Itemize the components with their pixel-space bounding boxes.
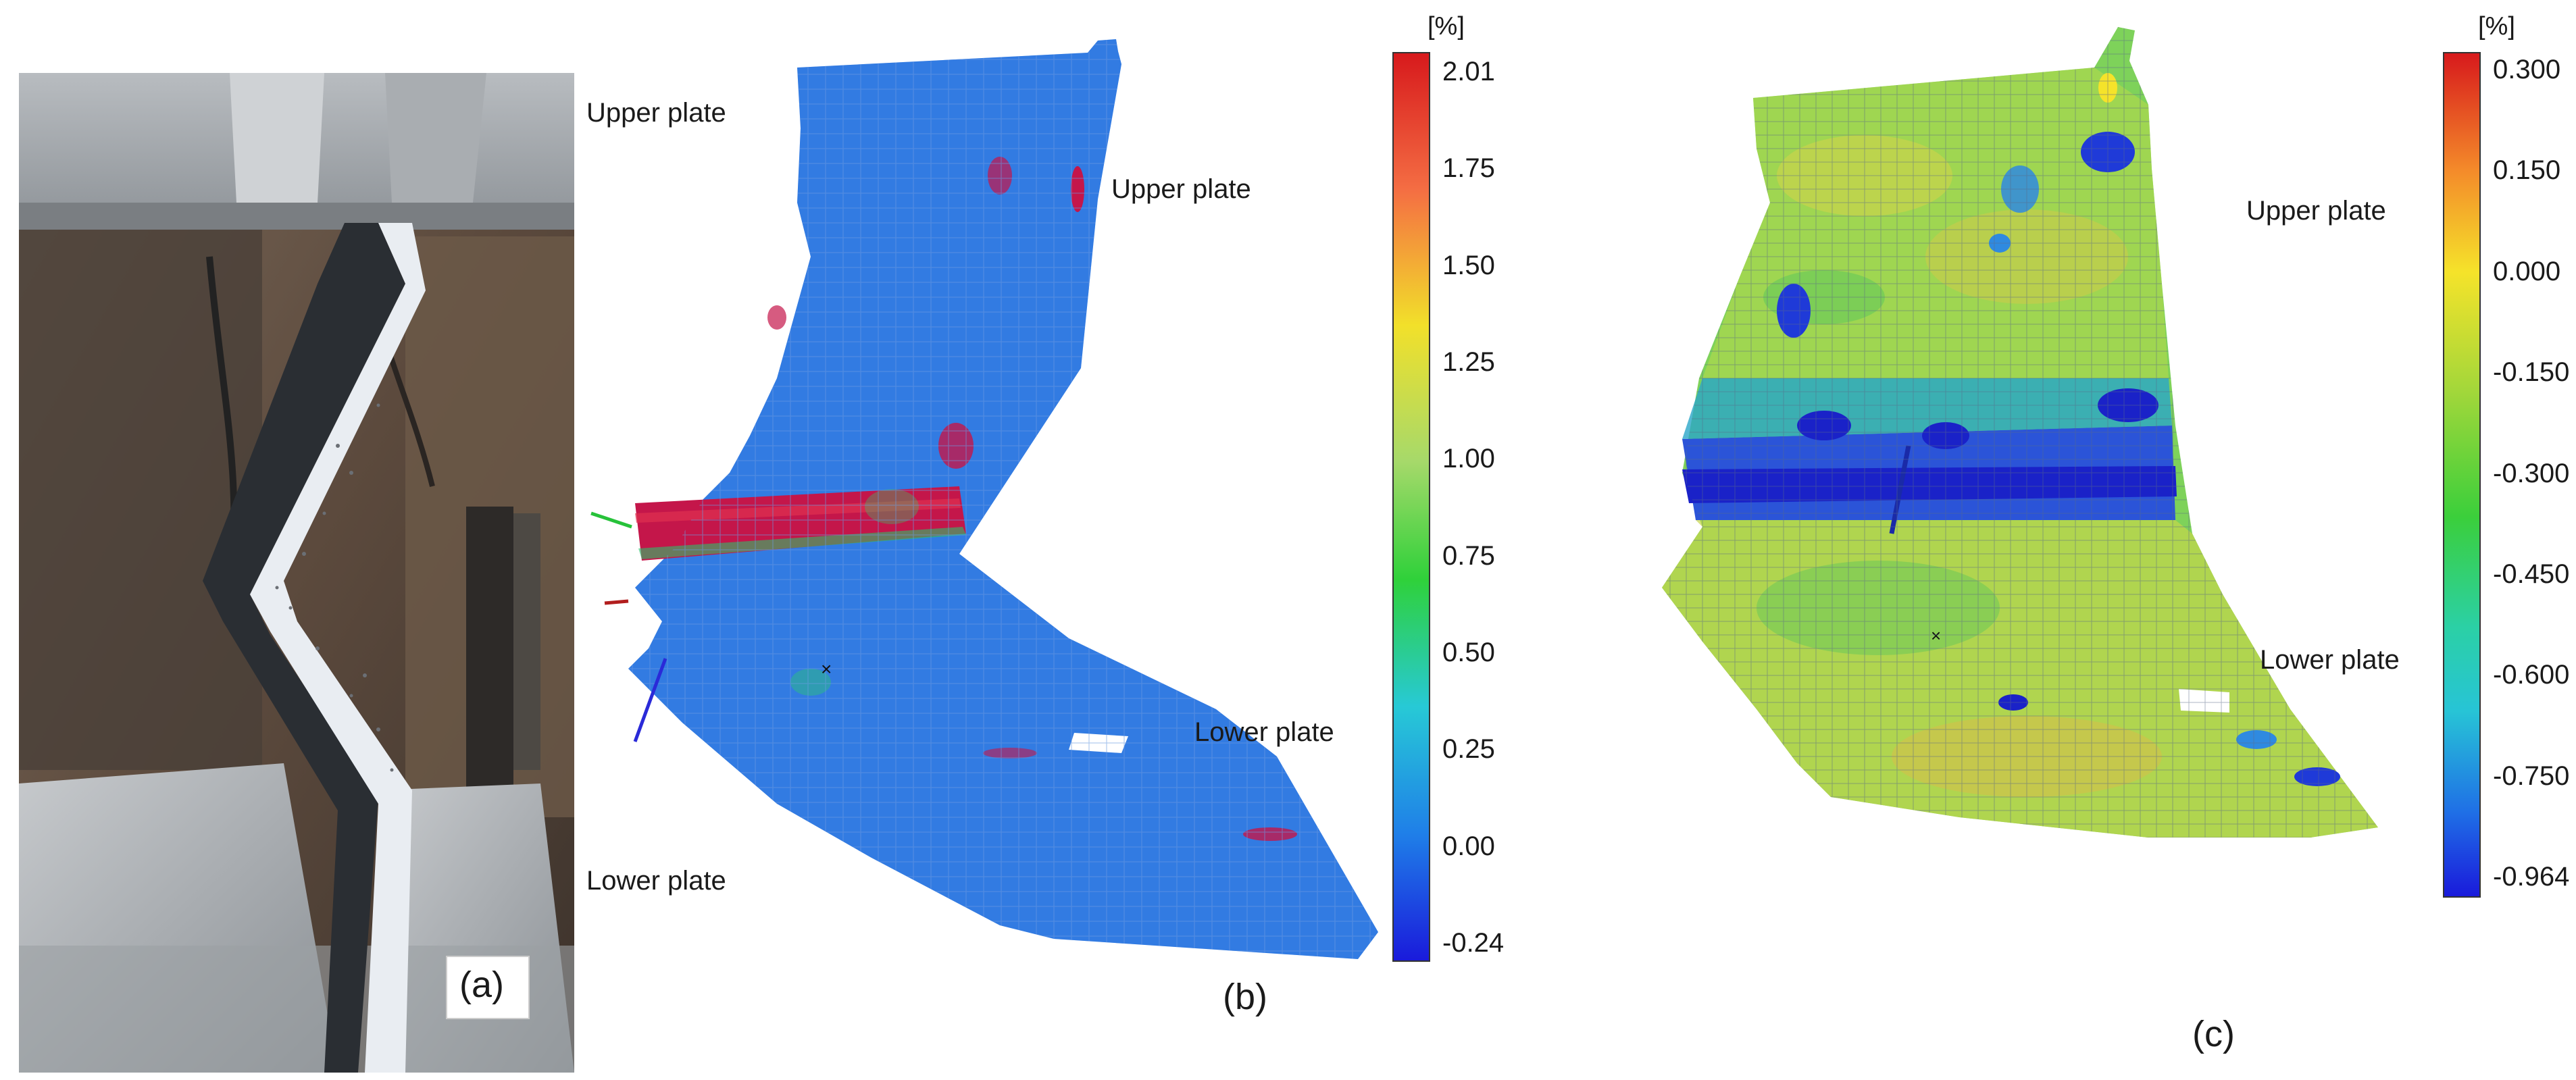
- colorbar-c-tick: -0.600: [2493, 660, 2570, 690]
- axis-triad-marker: ×: [821, 659, 832, 679]
- label-upper-plate-c: Upper plate: [2246, 196, 2386, 226]
- colorbar-c-tick: 0.150: [2493, 155, 2561, 186]
- colorbar-b-tick: 1.00: [1442, 444, 1495, 474]
- label-upper-plate-b-right: Upper plate: [1111, 174, 1251, 204]
- panel-a-label: (a): [459, 965, 504, 1005]
- colorbar-c-tick: -0.750: [2493, 761, 2570, 791]
- colorbar-c-tick: 0.000: [2493, 256, 2561, 286]
- colorbar-b-unit: [%]: [1428, 12, 1465, 41]
- colorbar-c-tick: -0.150: [2493, 357, 2570, 388]
- label-lower-plate-b-left: Lower plate: [586, 866, 726, 896]
- colorbar-c-unit: [%]: [2478, 12, 2515, 41]
- axis-triad-blue: [633, 658, 667, 742]
- colorbar-c-tick: -0.300: [2493, 458, 2570, 488]
- axis-triad-green: [590, 511, 632, 529]
- colorbar-b-tick: -0.24: [1442, 928, 1505, 958]
- colorbar-b-tick: 1.75: [1442, 153, 1495, 184]
- panel-a-label-box: [446, 956, 530, 1019]
- colorbar-c-tick: 0.300: [2493, 55, 2561, 84]
- colorbar-b-tick: 0.25: [1442, 734, 1495, 765]
- colorbar-b-tick: 0.75: [1442, 540, 1495, 571]
- colorbar-b-tick: 0.00: [1442, 831, 1495, 861]
- specimen-photo: [19, 73, 574, 1073]
- colorbar-b-tick: 2.01: [1442, 57, 1495, 86]
- panel-b-label: (b): [1223, 977, 1267, 1017]
- label-lower-plate-c: Lower plate: [2260, 645, 2400, 675]
- colorbar-b-tick: 1.25: [1442, 347, 1495, 377]
- colorbar-c-tick: -0.964: [2493, 862, 2570, 892]
- colorbar-b-tick: 0.50: [1442, 638, 1495, 667]
- colorbar-b-tick: 1.50: [1442, 250, 1495, 280]
- label-lower-plate-b-right: Lower plate: [1194, 717, 1334, 747]
- strain-map-b: ×: [590, 39, 1378, 959]
- strain-map-c: ×: [1662, 27, 2378, 838]
- label-upper-plate-b-left: Upper plate: [586, 98, 726, 128]
- colorbar-c-tick: -0.450: [2493, 559, 2570, 589]
- axis-triad-red: [604, 599, 629, 605]
- colorbar-c: [2443, 52, 2481, 898]
- colorbar-b: [1392, 52, 1430, 962]
- panel-c-label: (c): [2192, 1014, 2235, 1054]
